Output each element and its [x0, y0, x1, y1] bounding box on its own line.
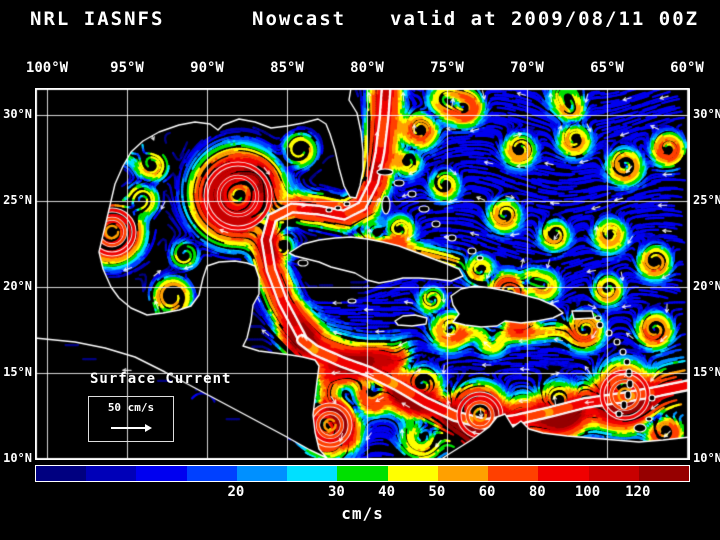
colorbar-tick-label: 30 [327, 484, 345, 500]
colorbar-tick-label: 20 [227, 484, 245, 500]
lat-tick-label-right: 20°N [693, 279, 720, 293]
lon-tick-label: 90°W [190, 60, 224, 76]
colorbar-tick-label: 100 [574, 484, 601, 500]
colorbar-units-label: cm/s [341, 504, 384, 523]
lat-tick-label-right: 10°N [693, 451, 720, 465]
lat-tick-label-left: 20°N [3, 279, 32, 293]
surface-current-label: Surface Current [90, 371, 232, 387]
lon-tick-label: 60°W [670, 60, 704, 76]
lat-tick-label-left: 15°N [3, 365, 32, 379]
lon-tick-label: 75°W [430, 60, 464, 76]
lon-tick-label: 80°W [350, 60, 384, 76]
colorbar-segment [488, 466, 539, 481]
current-scale-box: 50 cm/s [88, 396, 174, 442]
colorbar-tick-label: 120 [625, 484, 651, 500]
lon-tick-label: 100°W [25, 60, 69, 76]
lon-tick-label: 70°W [510, 60, 544, 76]
scale-arrow [111, 427, 145, 429]
lat-tick-label-left: 30°N [3, 107, 32, 121]
colorbar-tick-label: 80 [528, 484, 546, 500]
lat-tick-label-right: 15°N [693, 365, 720, 379]
colorbar-segment [186, 466, 237, 481]
colorbar-segment [337, 466, 388, 481]
scale-value-label: 50 cm/s [107, 401, 155, 414]
lat-tick-label-right: 25°N [693, 193, 720, 207]
scale-arrowhead-icon [145, 424, 152, 432]
colorbar-segment [136, 466, 187, 481]
colorbar-segment [437, 466, 489, 481]
lat-tick-label-left: 25°N [3, 193, 32, 207]
title-valid-time: valid at 2009/08/11 00Z [390, 8, 700, 30]
title-mode: Nowcast [252, 8, 347, 30]
title-product: NRL IASNFS [30, 8, 165, 30]
colorbar-segment [86, 466, 137, 481]
colorbar-segment [236, 466, 288, 481]
colorbar-segment [36, 466, 87, 481]
colorbar-segment [287, 466, 338, 481]
colorbar-segment [387, 466, 438, 481]
colorbar-segment [538, 466, 589, 481]
lon-tick-label: 65°W [590, 60, 624, 76]
surface-current-map [35, 88, 690, 460]
speed-colorbar [35, 465, 690, 482]
lon-tick-label: 95°W [110, 60, 144, 76]
colorbar-tick-label: 50 [428, 484, 446, 500]
lat-tick-label-right: 30°N [693, 107, 720, 121]
colorbar-tick-label: 40 [378, 484, 396, 500]
colorbar-segment [588, 466, 639, 481]
colorbar-tick-label: 60 [478, 484, 496, 500]
colorbar-segment [638, 466, 690, 481]
lon-tick-label: 85°W [270, 60, 304, 76]
lat-tick-label-left: 10°N [3, 451, 32, 465]
